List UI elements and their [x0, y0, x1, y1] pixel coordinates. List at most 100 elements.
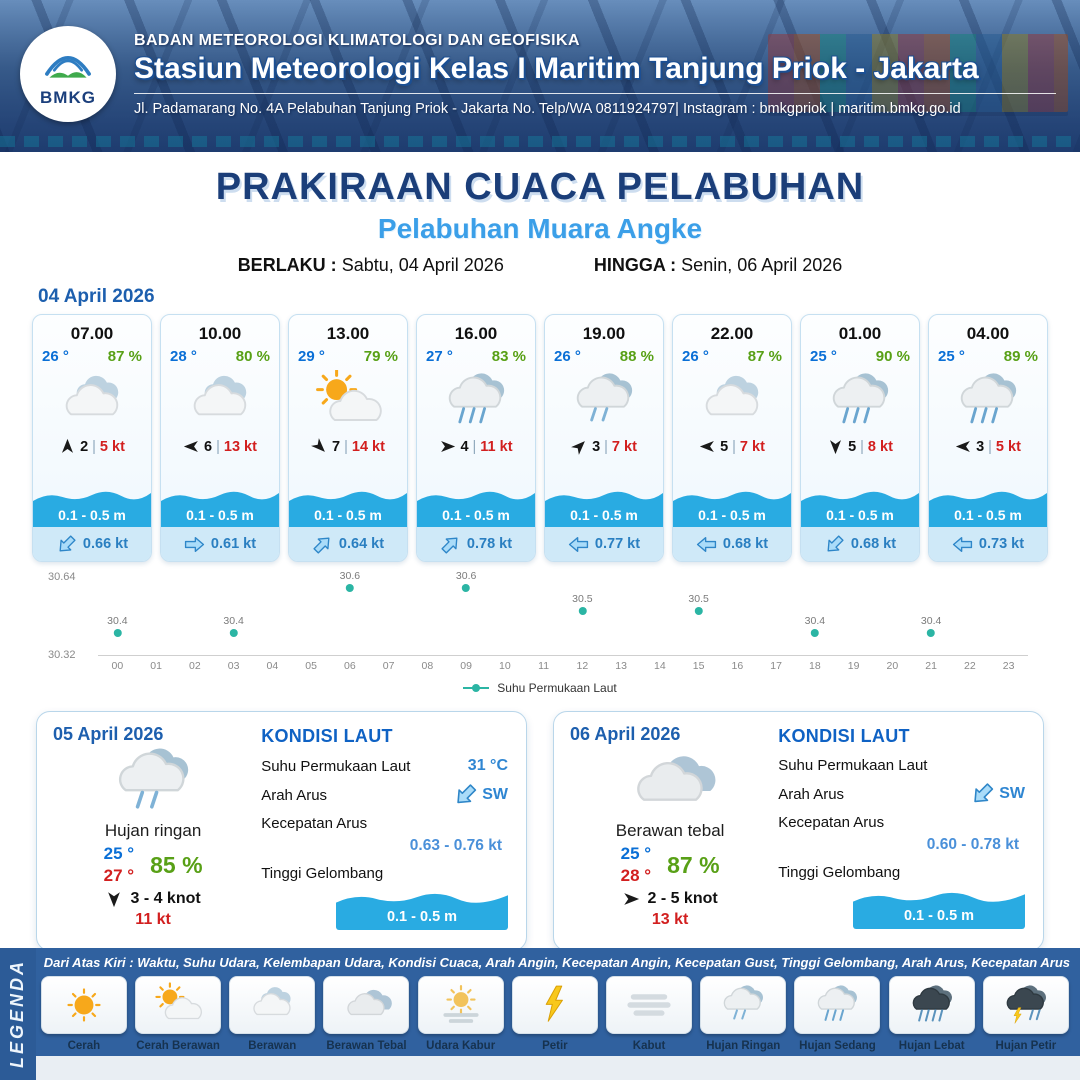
hour-humidity: 87 %	[747, 348, 782, 365]
day-condition: Hujan ringan	[104, 821, 202, 840]
hour-weather-icon	[417, 365, 535, 437]
legend-weather-icon	[528, 982, 582, 1028]
wind-direction-icon	[827, 438, 844, 455]
gust-speed: 7 kt	[739, 438, 765, 455]
chart-point: 30.5	[688, 593, 709, 615]
validity-row: BERLAKU : Sabtu, 04 April 2026 HINGGA : …	[0, 255, 1080, 276]
day-temp-min: 25 °	[103, 844, 135, 863]
wave-height: 0.1 - 0.5 m	[58, 507, 126, 523]
agency-name: BADAN METEOROLOGI KLIMATOLOGI DAN GEOFIS…	[134, 31, 580, 49]
hour-weather-icon	[673, 365, 791, 437]
header-photo-seats	[0, 136, 1080, 147]
day-temp-min: 25 °	[620, 844, 652, 863]
header: BMKG BADAN METEOROLOGI KLIMATOLOGI DAN G…	[0, 0, 1080, 152]
wave-icon	[673, 491, 791, 527]
wind-direction-icon	[439, 438, 456, 455]
current-row: 0.61 kt	[161, 527, 279, 561]
x-tick-label: 09	[460, 660, 472, 672]
current-speed: 0.77 kt	[594, 536, 641, 552]
hour-weather-icon	[289, 365, 407, 437]
legend-item-label: Berawan	[248, 1040, 297, 1052]
sst-chart: 30.64 30.32 30.4 30.4 30.6 30.6 30.5 30.5 30.4…	[40, 570, 1040, 695]
forecast-hour-card: 07.00 26 ° 87 % 2 | 5 kt 0.1 - 0.5 m 0.6…	[32, 314, 152, 562]
hour-time: 13.00	[326, 324, 370, 343]
hour-humidity: 89 %	[1003, 348, 1038, 365]
chart-point: 30.4	[107, 615, 128, 637]
hour-temp: 28 °	[170, 348, 197, 365]
current-direction-icon	[824, 534, 845, 553]
hour-time: 07.00	[70, 324, 114, 343]
wind-speed: 3	[976, 438, 985, 455]
bmkg-logo-text: BMKG	[40, 88, 96, 107]
legend-weather-icon	[622, 982, 676, 1028]
hour-temp: 26 °	[554, 348, 581, 365]
legend-icon-box	[794, 976, 881, 1034]
legend-icon-box	[606, 976, 693, 1034]
x-tick-label: 22	[964, 660, 976, 672]
day-humidity: 87 %	[667, 851, 720, 878]
chart-point-value: 30.4	[223, 615, 244, 627]
wave-height: 0.1 - 0.5 m	[954, 507, 1022, 523]
wind-direction-icon	[105, 890, 123, 908]
separator: |	[860, 438, 864, 455]
wave-height: 0.1 - 0.5 m	[570, 507, 638, 523]
legend-icon-box	[323, 976, 410, 1034]
sea-conditions-title: KONDISI LAUT	[261, 726, 393, 746]
valid-from-label: BERLAKU :	[237, 255, 337, 275]
current-direction-label: Arah Arus	[261, 786, 328, 804]
wave-height-band: 0.1 - 0.5 m	[336, 888, 508, 930]
legend-marker-icon	[463, 684, 490, 693]
wave-height: 0.1 - 0.5 m	[826, 507, 894, 523]
current-direction-icon	[56, 534, 77, 553]
hour-weather-icon	[161, 365, 279, 437]
x-tick-label: 16	[731, 660, 744, 672]
chart-point-dot	[462, 584, 471, 592]
legend-weather-icon	[151, 982, 205, 1028]
wind-direction-icon	[183, 438, 200, 455]
forecast-hour-card: 10.00 28 ° 80 % 6 | 13 kt 0.1 - 0.5 m 0.…	[160, 314, 280, 562]
legend-weather-icon	[810, 982, 864, 1028]
wind-direction-icon	[571, 438, 588, 455]
chart-point: 30.6	[340, 570, 360, 592]
hour-humidity: 87 %	[107, 348, 142, 365]
wave-height-label: Tinggi Gelombang	[261, 865, 384, 882]
legend-title-strip: LEGENDA	[0, 948, 36, 1080]
wave-icon	[161, 491, 279, 527]
legend-item-label: Petir	[542, 1040, 568, 1052]
legend-item: Cerah	[40, 976, 128, 1052]
separator: |	[472, 438, 477, 455]
wind-direction-icon	[699, 438, 716, 455]
chart-point-dot	[229, 629, 238, 637]
legend-title: LEGENDA	[7, 959, 28, 1069]
wave-height: 0.1 - 0.5 m	[186, 507, 254, 523]
chart-point: 30.4	[921, 615, 941, 637]
current-direction-value: SW	[482, 786, 508, 803]
legend-weather-icon	[245, 982, 299, 1028]
sst-chart-plot: 30.64 30.32 30.4 30.4 30.6 30.6 30.5 30.5 30.4…	[48, 570, 1028, 661]
hour-temp: 29 °	[298, 348, 325, 365]
wave-icon	[545, 491, 663, 527]
x-tick-label: 23	[1002, 660, 1015, 672]
legend-item-label: Hujan Petir	[995, 1040, 1057, 1052]
legend-item: Berawan Tebal	[322, 976, 410, 1052]
current-direction-icon	[696, 536, 717, 553]
x-tick-label: 03	[227, 660, 240, 672]
legend-weather-icon	[339, 982, 393, 1028]
hour-temp: 27 °	[426, 348, 453, 365]
legend-item-label: Cerah Berawan	[136, 1040, 220, 1052]
legend-icon-box	[888, 976, 975, 1034]
chart-point-dot	[810, 629, 819, 637]
wave-height-band: 0.1 - 0.5 m	[161, 485, 279, 527]
wind-speed: 4	[460, 438, 469, 455]
x-tick-label: 02	[189, 660, 201, 672]
separator: |	[988, 438, 992, 455]
hour-temp: 26 °	[682, 348, 709, 365]
bmkg-globe-icon	[45, 56, 91, 78]
gust-speed: 5 kt	[99, 438, 125, 455]
wave-height: 0.1 - 0.5 m	[698, 507, 766, 523]
x-tick-label: 12	[576, 660, 589, 672]
current-speed: 0.66 kt	[82, 536, 129, 552]
current-speed: 0.68 kt	[722, 536, 769, 552]
chart-point-dot	[578, 606, 587, 615]
hour-weather-icon	[545, 365, 663, 437]
